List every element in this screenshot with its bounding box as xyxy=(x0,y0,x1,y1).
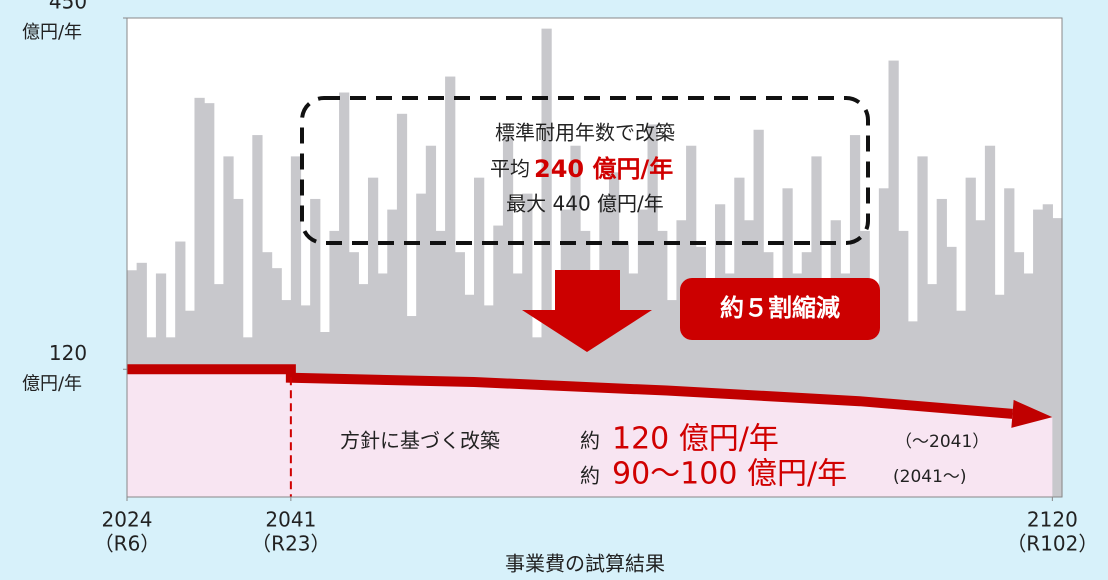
bar xyxy=(695,246,706,497)
bar xyxy=(194,97,205,497)
y-tick-unit: 億円/年 xyxy=(22,22,82,43)
bar xyxy=(724,273,735,497)
bar xyxy=(599,198,610,497)
bar xyxy=(474,177,485,497)
bar xyxy=(763,252,774,497)
bar xyxy=(647,124,658,497)
annotation-box xyxy=(300,96,870,245)
bar xyxy=(657,230,668,497)
x-tick-sublabel: （R23） xyxy=(251,532,330,556)
bar xyxy=(522,193,533,497)
bar xyxy=(367,177,379,497)
bar xyxy=(965,177,976,497)
bar xyxy=(204,103,215,498)
bar xyxy=(290,156,302,497)
annotation: 標準耐用年数で改築 xyxy=(495,121,675,145)
bar xyxy=(445,76,456,498)
bar xyxy=(1042,204,1053,497)
bar xyxy=(859,230,870,497)
chart-title: 事業費の試算結果 xyxy=(505,552,665,576)
bar xyxy=(233,198,244,497)
bar xyxy=(425,145,437,497)
bar xyxy=(984,145,996,497)
bar xyxy=(223,156,234,497)
x-tick-label: 2024 xyxy=(102,508,153,532)
bar xyxy=(387,209,398,497)
bar xyxy=(1023,273,1034,497)
reduction-badge xyxy=(680,278,880,340)
bar xyxy=(955,310,967,497)
bar xyxy=(502,135,514,498)
bar xyxy=(975,220,986,497)
x-tick-label: 2120 xyxy=(1027,508,1078,532)
bar xyxy=(830,220,841,497)
bar xyxy=(743,220,755,497)
bar xyxy=(580,230,591,497)
annotation: (2041～) xyxy=(893,467,967,487)
bar xyxy=(560,209,572,497)
x-tick-sublabel: （R102） xyxy=(1006,532,1098,556)
bar xyxy=(676,220,687,497)
y-tick-unit: 億円/年 xyxy=(22,373,82,394)
bar xyxy=(1013,252,1025,497)
bar xyxy=(1033,209,1044,497)
bar xyxy=(618,241,629,497)
annotation: 90～100 億円/年 xyxy=(612,457,847,492)
x-tick-sublabel: （R6） xyxy=(94,532,161,556)
bar xyxy=(310,198,321,497)
bar xyxy=(416,193,427,497)
annotation: 約５割縮減 xyxy=(720,294,840,322)
annotation: 方針に基づく改築 xyxy=(340,429,500,453)
bar xyxy=(396,113,408,498)
annotation: 240 億円/年 xyxy=(534,155,673,183)
bar xyxy=(801,252,812,497)
annotation: 平均 xyxy=(490,157,530,181)
bar xyxy=(637,209,649,497)
annotation: 約 xyxy=(580,429,600,453)
bar xyxy=(898,230,909,497)
y-tick-label: 120 xyxy=(49,341,87,365)
bar xyxy=(493,225,504,498)
annotation: 約 xyxy=(580,464,600,488)
bar xyxy=(454,252,465,497)
bar xyxy=(946,246,957,497)
reduction-arrow xyxy=(522,270,652,352)
bar xyxy=(936,198,947,497)
annotation: 120 億円/年 xyxy=(612,422,779,457)
bar xyxy=(927,284,938,497)
bar xyxy=(1052,218,1063,498)
bar xyxy=(878,188,890,498)
bar xyxy=(435,230,446,497)
line-arrowhead xyxy=(1011,399,1053,428)
y-tick-label: 450 xyxy=(49,0,87,14)
bar xyxy=(252,135,263,498)
bar xyxy=(329,230,340,497)
annotation: （～2041） xyxy=(895,432,989,452)
bar xyxy=(888,60,899,497)
bar xyxy=(792,273,803,497)
bar xyxy=(840,273,851,497)
annotation: 最大 440 億円/年 xyxy=(506,192,664,216)
bar xyxy=(782,188,793,498)
bar xyxy=(917,156,928,497)
line xyxy=(127,364,1013,419)
bar xyxy=(608,172,620,497)
plot-frame xyxy=(126,17,1063,498)
bar xyxy=(994,294,1005,497)
x-tick-label: 2041 xyxy=(265,508,316,532)
bar xyxy=(541,28,552,498)
bar xyxy=(714,204,726,497)
bar xyxy=(339,92,350,497)
bar xyxy=(1004,188,1015,498)
